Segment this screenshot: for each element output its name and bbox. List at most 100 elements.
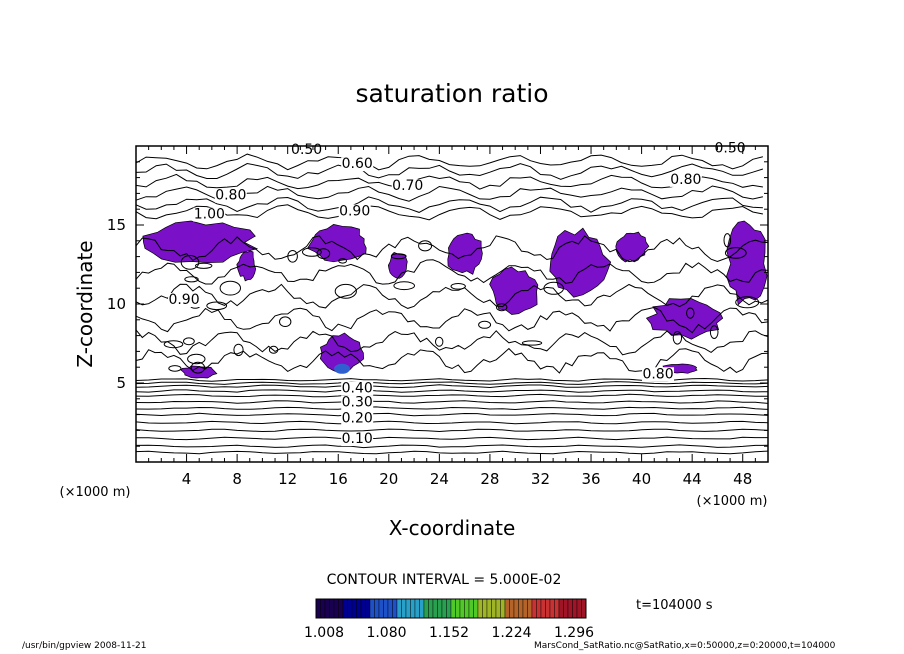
contour-line <box>135 450 769 455</box>
contour-label: 0.40 <box>342 380 373 396</box>
y-axis-unit: (×1000 m) <box>60 485 131 500</box>
contour-line <box>135 436 768 441</box>
colorbar-stripe <box>356 598 362 619</box>
contour-line <box>135 259 769 285</box>
colorbar-stripe <box>437 598 443 619</box>
fill-region <box>489 266 539 315</box>
contour-loop <box>686 307 695 319</box>
footer-left: /usr/bin/gpview 2008-11-21 <box>22 641 147 651</box>
colorbar-tick-label: 1.296 <box>554 625 594 641</box>
contour-loop <box>316 248 331 260</box>
colorbar-stripe <box>333 598 339 619</box>
contour-loop <box>279 316 292 328</box>
colorbar-tick-label: 1.008 <box>304 625 344 641</box>
colorbar-tick-label: 1.080 <box>366 625 406 641</box>
contour-label-bg <box>341 432 374 447</box>
colorbar-stripe <box>531 598 537 619</box>
colorbar-stripe <box>486 598 492 619</box>
colorbar-stripe <box>405 598 411 619</box>
contour-loop <box>418 240 433 252</box>
contour-loop <box>338 258 348 264</box>
colorbar-tick-label: 1.224 <box>491 625 531 641</box>
x-tick-label: 4 <box>182 470 192 488</box>
x-tick-label: 28 <box>480 470 499 488</box>
contour-label: 0.60 <box>342 156 373 172</box>
colorbar-stripe <box>351 598 357 619</box>
colorbar-frame <box>315 598 587 619</box>
contour-label: 0.30 <box>342 395 373 411</box>
x-axis-label: X-coordinate <box>389 516 516 540</box>
contour-loop <box>393 281 416 291</box>
colorbar-stripe <box>401 598 407 619</box>
contour-line <box>135 393 768 398</box>
contour-loop <box>450 283 466 290</box>
colorbar-stripe <box>518 598 524 619</box>
contour-line <box>135 444 769 449</box>
contour-label: 0.50 <box>291 142 322 158</box>
colorbar-stripe <box>342 598 348 619</box>
colorbar-stripe <box>563 598 569 619</box>
colorbar-stripe <box>455 598 461 619</box>
contour-loop <box>390 253 407 260</box>
contour-loop <box>521 340 543 346</box>
colorbar-stripe <box>545 598 551 619</box>
contour-label: 0.80 <box>670 172 701 188</box>
colorbar-stripe <box>320 598 326 619</box>
contour-label: 0.20 <box>342 411 373 427</box>
contour-label-bg <box>338 204 371 219</box>
contour-line <box>135 283 769 309</box>
contour-loop <box>735 296 760 309</box>
colorbar-stripe <box>464 598 470 619</box>
contour-label-bg <box>168 293 201 307</box>
colorbar-stripe <box>540 598 546 619</box>
colorbar-stripe <box>374 598 380 619</box>
contour-line <box>135 173 763 190</box>
contour-loop <box>496 303 508 312</box>
y-tick-label: 15 <box>107 216 126 234</box>
x-tick-label: 8 <box>232 470 242 488</box>
contour-label-bg <box>341 381 374 396</box>
contour-line <box>135 406 769 411</box>
time-label: t=104000 s <box>636 598 713 613</box>
contour-label-bg <box>642 367 675 382</box>
contour-label-bg <box>341 411 374 426</box>
colorbar-stripe <box>527 598 533 619</box>
contour-line <box>135 381 769 385</box>
colorbar-stripe <box>513 598 519 619</box>
contour-line <box>135 196 763 213</box>
colorbar-stripe <box>567 598 573 619</box>
contour-loop <box>709 325 719 340</box>
colorbar-stripe <box>315 598 321 619</box>
contour-loop <box>180 255 200 270</box>
contour-line <box>135 347 769 374</box>
colorbar-stripe <box>365 598 371 619</box>
colorbar-stripe <box>477 598 483 619</box>
contour-line <box>135 153 764 171</box>
contour-line <box>135 400 769 404</box>
fill-region <box>142 220 259 264</box>
fill-region <box>447 232 483 275</box>
colorbar-stripe <box>428 598 434 619</box>
colorbar-stripe <box>432 598 438 619</box>
colorbar-stripe <box>360 598 366 619</box>
x-tick-label: 32 <box>531 470 550 488</box>
contour-loop <box>268 345 279 354</box>
contour-loop <box>195 262 213 269</box>
colorbar: 1.008 1.080 1.152 1.224 1.296 <box>304 598 594 641</box>
contour-labels: 0.500.600.700.800.901.000.500.800.900.80… <box>168 140 747 447</box>
colorbar-tick-label: 1.152 <box>429 625 469 641</box>
contour-label: 0.10 <box>342 431 373 447</box>
contour-label-bg <box>341 395 374 410</box>
fill-region <box>645 298 724 340</box>
colorbar-stripe <box>495 598 501 619</box>
contour-label: 0.80 <box>215 188 246 204</box>
colorbar-stripe <box>482 598 488 619</box>
footer-right: MarsCond_SatRatio.nc@SatRatio,x=0:50000,… <box>534 641 836 651</box>
colorbar-stripe <box>468 598 474 619</box>
colorbar-stripe <box>509 598 515 619</box>
y-tick-label: 5 <box>116 374 126 392</box>
colorbar-stripe <box>554 598 560 619</box>
colorbar-stripe <box>473 598 479 619</box>
contour-line <box>135 412 769 417</box>
